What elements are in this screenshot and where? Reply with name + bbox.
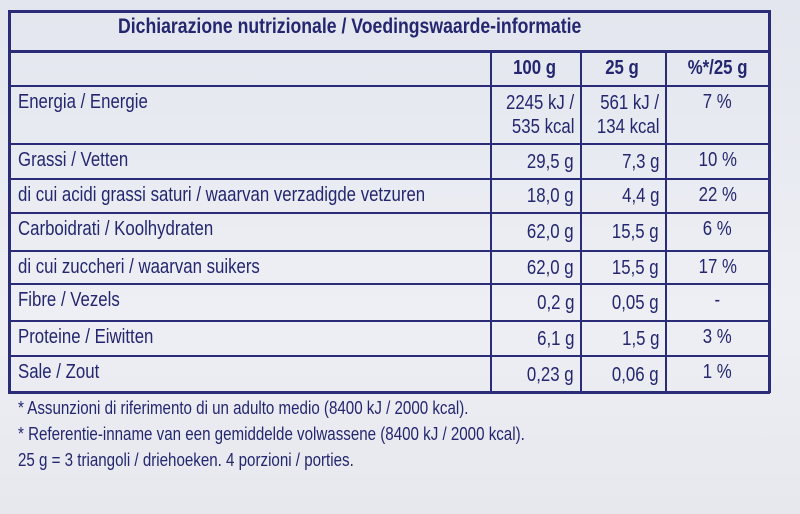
- nutrient-value: 0,2 g: [490, 291, 574, 315]
- text: 535 kcal: [511, 116, 574, 138]
- nutrient-value: 0,23 g: [490, 363, 574, 387]
- table-border: [8, 391, 770, 394]
- nutrient-value: 15,5 g: [580, 220, 659, 244]
- col-line: [580, 50, 582, 393]
- text: 15,5 g: [612, 256, 659, 279]
- text: 6 %: [703, 218, 732, 240]
- nutrient-label: di cui acidi grassi saturi / waarvan ver…: [18, 183, 503, 207]
- text: 0,2 g: [536, 291, 574, 314]
- text: 22 %: [698, 184, 737, 206]
- text: 1 %: [703, 361, 732, 383]
- text: %*/25 g: [687, 57, 748, 79]
- text: 7,3 g: [621, 150, 659, 173]
- row-line: [8, 283, 770, 285]
- text: * Assunzioni di riferimento di un adulto…: [18, 398, 469, 418]
- nutrient-value: 7 %: [665, 90, 770, 114]
- nutrient-value: 0,05 g: [580, 291, 659, 315]
- nutrient-value: 1,5 g: [580, 327, 659, 351]
- text: 10 %: [698, 149, 737, 171]
- nutrient-value: 15,5 g: [580, 256, 659, 280]
- nutrient-value: 29,5 g: [490, 150, 574, 174]
- row-line: [8, 250, 770, 252]
- table-border: [768, 10, 771, 393]
- text: 0,06 g: [612, 363, 659, 386]
- nutrient-value: 6,1 g: [490, 327, 574, 351]
- footnote: * Assunzioni di riferimento di un adulto…: [18, 398, 554, 419]
- footnote: * Referentie-inname van een gemiddelde v…: [18, 424, 621, 445]
- nutrient-value: 4,4 g: [580, 184, 659, 208]
- text: 7 %: [703, 91, 732, 113]
- nutrient-value: 22 %: [665, 183, 770, 207]
- nutrient-value: 561 kJ /134 kcal: [580, 91, 659, 139]
- text: Grassi / Vetten: [18, 149, 129, 171]
- text: 0,23 g: [527, 363, 574, 386]
- column-header: %*/25 g: [665, 56, 770, 80]
- text: Energia / Energie: [18, 91, 148, 113]
- col-line: [490, 50, 492, 393]
- text: 1,5 g: [621, 327, 659, 350]
- nutrient-value: 17 %: [665, 255, 770, 279]
- nutrient-value: 62,0 g: [490, 220, 574, 244]
- text: di cui acidi grassi saturi / waarvan ver…: [18, 184, 426, 206]
- text: 3 %: [703, 326, 732, 348]
- nutrient-value: -: [665, 288, 770, 312]
- text: Proteine / Eiwitten: [18, 326, 154, 348]
- text: 100 g: [513, 57, 557, 79]
- nutrient-value: 7,3 g: [580, 150, 659, 174]
- row-line: [8, 143, 770, 145]
- row-line: [8, 212, 770, 214]
- row-line: [8, 50, 770, 53]
- text: 6,1 g: [536, 327, 574, 350]
- text: 62,0 g: [527, 256, 574, 279]
- table-title: Dichiarazione nutrizionale / Voedingswaa…: [118, 15, 670, 39]
- column-header: 25 g: [580, 56, 665, 80]
- text: 0,05 g: [612, 291, 659, 314]
- row-line: [8, 355, 770, 357]
- table-border: [8, 10, 11, 393]
- nutrient-label: Proteine / Eiwitten: [18, 325, 179, 349]
- row-line: [8, 178, 770, 180]
- nutrient-value: 0,06 g: [580, 363, 659, 387]
- nutrient-value: 3 %: [665, 325, 770, 349]
- nutrient-label: Grassi / Vetten: [18, 148, 149, 172]
- text: 134 kcal: [596, 116, 659, 138]
- text: 15,5 g: [612, 221, 659, 243]
- text: * Referentie-inname van een gemiddelde v…: [18, 424, 525, 444]
- text: 29,5 g: [527, 150, 574, 173]
- text: 2245 kJ /: [505, 92, 574, 114]
- text: 25 g = 3 triangoli / driehoeken. 4 porzi…: [18, 450, 354, 470]
- text: 25 g: [605, 57, 640, 79]
- text: di cui zuccheri / waarvan suikers: [18, 256, 260, 278]
- nutrient-label: di cui zuccheri / waarvan suikers: [18, 255, 306, 279]
- text: 17 %: [698, 256, 737, 278]
- row-line: [8, 85, 770, 87]
- table-border: [8, 10, 770, 13]
- nutrient-value: 6 %: [665, 217, 770, 241]
- text: 561 kJ /: [600, 92, 659, 114]
- text: Carboidrati / Koolhydraten: [18, 218, 214, 240]
- text: Sale / Zout: [18, 361, 100, 383]
- nutrient-value: 1 %: [665, 360, 770, 384]
- text: -: [714, 289, 721, 311]
- text: 62,0 g: [527, 221, 574, 243]
- text: Dichiarazione nutrizionale / Voedingswaa…: [118, 15, 582, 38]
- row-line: [8, 320, 770, 322]
- nutrient-value: 62,0 g: [490, 256, 574, 280]
- nutrient-value: 10 %: [665, 148, 770, 172]
- nutrient-label: Energia / Energie: [18, 90, 173, 114]
- text: 4,4 g: [621, 185, 659, 207]
- text: Fibre / Vezels: [18, 289, 120, 311]
- nutrient-label: Fibre / Vezels: [18, 288, 139, 312]
- text: 18,0 g: [527, 185, 574, 207]
- footnote: 25 g = 3 triangoli / driehoeken. 4 porzi…: [18, 450, 418, 471]
- col-line: [665, 50, 667, 393]
- nutrient-value: 18,0 g: [490, 184, 574, 208]
- nutrient-label: Carboidrati / Koolhydraten: [18, 217, 250, 241]
- nutrient-value: 2245 kJ /535 kcal: [490, 91, 574, 139]
- nutrient-label: Sale / Zout: [18, 360, 115, 384]
- column-header: 100 g: [490, 56, 580, 80]
